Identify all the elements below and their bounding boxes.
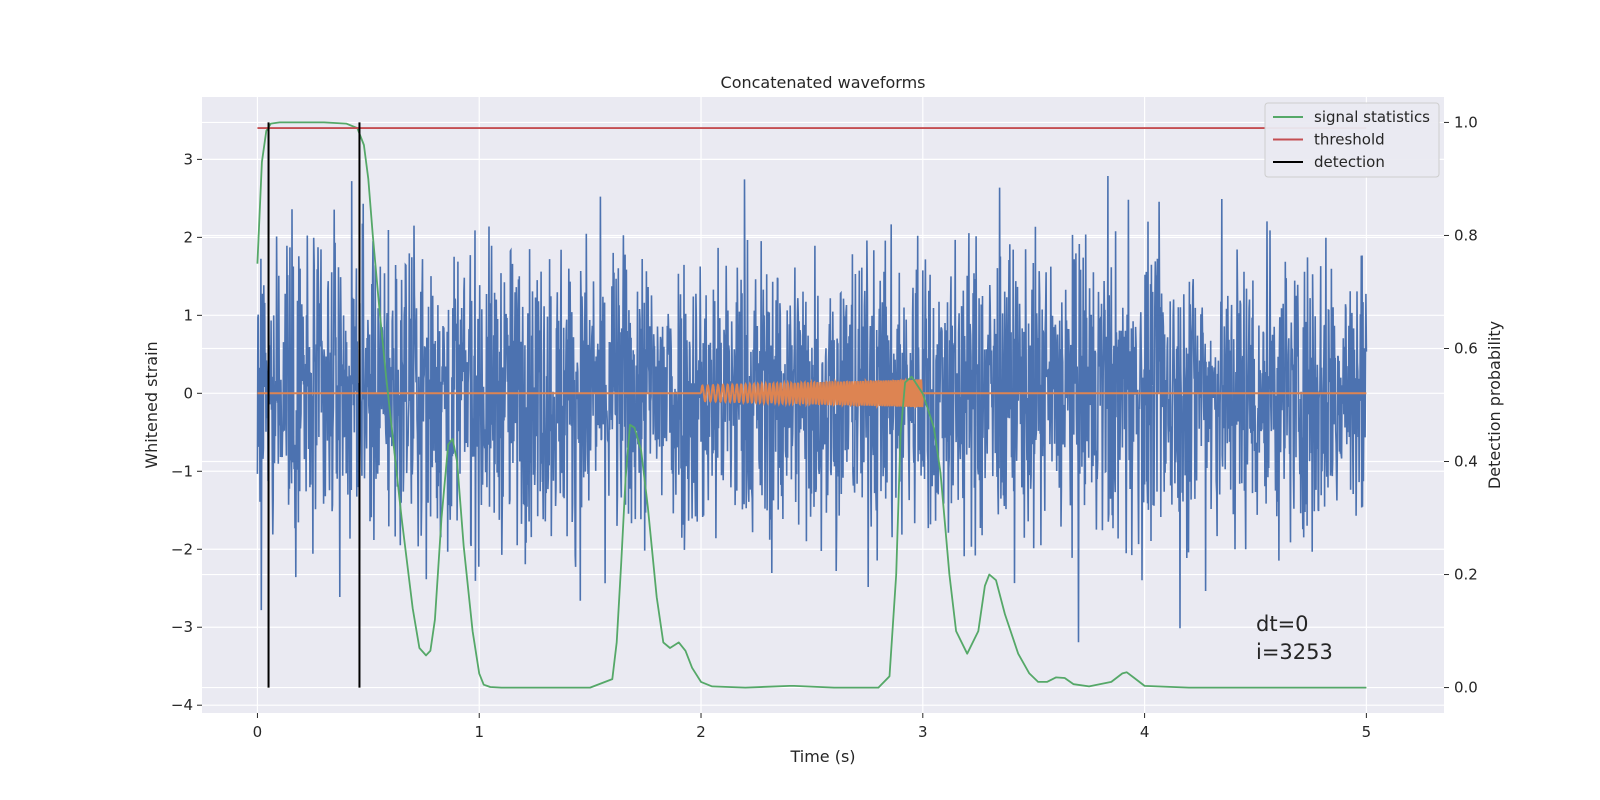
noise-trace xyxy=(256,175,1368,643)
y-left-tick-label: −4 xyxy=(171,696,193,714)
y-axis-left-label: Whitened strain xyxy=(142,341,161,468)
signal-statistics-line xyxy=(256,121,1367,689)
legend: signal statistics threshold detection xyxy=(1264,102,1440,178)
annotation-index: i=3253 xyxy=(1256,640,1333,664)
x-tick-label: 3 xyxy=(918,723,928,741)
x-tick-label: 5 xyxy=(1362,723,1372,741)
y-left-tick-label: −3 xyxy=(171,618,193,636)
y-left-tick-label: 3 xyxy=(183,150,193,168)
y-right-tick-label: 0.8 xyxy=(1454,226,1478,244)
x-tick-label: 1 xyxy=(474,723,484,741)
chart-title: Concatenated waveforms xyxy=(721,73,926,92)
y-right-tick-label: 0.6 xyxy=(1454,339,1478,357)
probability-series xyxy=(256,121,1367,689)
x-tick-label: 2 xyxy=(696,723,706,741)
noise-series xyxy=(256,175,1368,643)
legend-label: detection xyxy=(1314,153,1385,171)
legend-label: threshold xyxy=(1314,131,1385,149)
legend-box xyxy=(1264,102,1440,178)
x-axis-label: Time (s) xyxy=(789,747,855,766)
y-left-tick-label: 2 xyxy=(183,228,193,246)
legend-label: signal statistics xyxy=(1314,108,1430,126)
x-tick-label: 4 xyxy=(1140,723,1150,741)
y-left-tick-label: −1 xyxy=(171,462,193,480)
axis-ticks: 0 1 2 3 4 5 −4 −3 −2 −1 0 1 2 3 0.0 0.2 0.4 0.6 0.8 1.0 xyxy=(171,113,1478,741)
chirp-trace xyxy=(257,377,1367,410)
y-right-tick-label: 0.0 xyxy=(1454,679,1478,697)
y-right-tick-label: 1.0 xyxy=(1454,113,1478,131)
grid-lines xyxy=(202,97,1444,713)
y-left-tick-label: 0 xyxy=(183,384,193,402)
y-left-tick-label: 1 xyxy=(183,306,193,324)
y-axis-right-label: Detection probability xyxy=(1485,321,1504,489)
annotation-dt: dt=0 xyxy=(1256,612,1309,636)
y-right-tick-label: 0.4 xyxy=(1454,453,1478,471)
y-right-tick-label: 0.2 xyxy=(1454,566,1478,584)
x-tick-label: 0 xyxy=(253,723,263,741)
y-left-tick-label: −2 xyxy=(171,540,193,558)
injected-signal xyxy=(257,377,1367,410)
